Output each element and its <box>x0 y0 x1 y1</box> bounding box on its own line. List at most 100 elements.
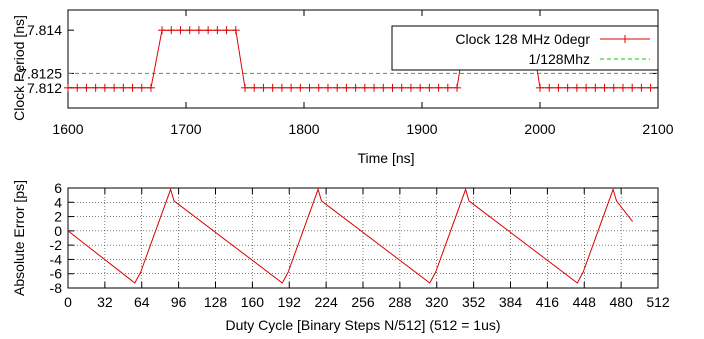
bottom-x-tick-label: 448 <box>573 294 597 310</box>
clock-period-point <box>554 83 563 92</box>
top-x-tick-label: 2100 <box>642 121 673 137</box>
bottom-y-tick-label: -4 <box>50 251 63 267</box>
bottom-y-tick-label: 4 <box>54 194 62 210</box>
top-legend: Clock 128 MHz 0degr 1/128Mhz <box>391 25 659 71</box>
clock-period-point <box>222 26 231 35</box>
clock-period-point <box>146 83 155 92</box>
clock-period-point <box>434 83 443 92</box>
clock-period-point <box>443 83 452 92</box>
bottom-grid <box>67 187 659 289</box>
top-y-tick-label: 7.814 <box>27 22 62 38</box>
bottom-x-tick-label: 384 <box>499 294 523 310</box>
bottom-x-tick-label: 352 <box>462 294 486 310</box>
clock-period-point <box>91 83 100 92</box>
clock-period-point <box>167 26 176 35</box>
clock-period-point <box>241 83 249 92</box>
clock-period-point <box>637 83 646 92</box>
legend-label-clock: Clock 128 MHz 0degr <box>455 31 590 47</box>
top-x-tick-label: 2000 <box>524 121 555 137</box>
clock-period-point <box>100 83 109 92</box>
clock-period-point <box>591 83 600 92</box>
bottom-x-tick-label: 128 <box>204 294 228 310</box>
top-y-axis-label: Clock Period [ns] <box>11 15 27 121</box>
clock-period-point <box>600 83 609 92</box>
clock-period-point <box>231 26 240 35</box>
clock-period-point <box>213 26 222 35</box>
clock-period-point <box>158 26 167 35</box>
clock-period-point <box>185 26 194 35</box>
legend-label-reference: 1/128Mhz <box>529 51 590 67</box>
clock-period-point <box>314 83 323 92</box>
clock-period-point <box>204 26 213 35</box>
top-x-ticks: 1600 1700 1800 1900 2000 2100 <box>52 10 674 137</box>
clock-period-point <box>305 83 314 92</box>
bottom-y-tick-label: 6 <box>54 180 62 196</box>
clock-period-point <box>388 83 397 92</box>
bottom-x-tick-label: 96 <box>171 294 187 310</box>
bottom-y-tick-label: -2 <box>50 237 63 253</box>
top-x-tick-label: 1900 <box>406 121 437 137</box>
clock-period-point <box>277 83 286 92</box>
clock-period-point <box>128 83 137 92</box>
bottom-x-ticks: 0 32 64 96 128 160 192 224 256 288 320 352 384 416 448… <box>64 188 670 310</box>
clock-period-point <box>545 83 554 92</box>
clock-period-point <box>259 83 268 92</box>
bottom-x-tick-label: 64 <box>134 294 150 310</box>
clock-period-point <box>618 83 627 92</box>
clock-period-point <box>379 83 388 92</box>
top-y-tick-label: 7.812 <box>27 80 62 96</box>
clock-period-point <box>425 83 434 92</box>
bottom-y-axis-label: Absolute Error [ps] <box>11 180 27 296</box>
top-legend-box <box>391 25 659 71</box>
clock-period-point <box>351 83 360 92</box>
clock-period-point <box>397 83 406 92</box>
bottom-x-tick-label: 0 <box>64 294 72 310</box>
clock-period-point <box>342 83 351 92</box>
bottom-x-tick-label: 160 <box>241 294 265 310</box>
clock-period-point <box>296 83 305 92</box>
clock-period-point <box>360 83 369 92</box>
clock-period-point <box>268 83 277 92</box>
bottom-y-tick-label: -8 <box>50 280 63 296</box>
top-x-tick-label: 1800 <box>288 121 319 137</box>
bottom-series <box>67 187 633 284</box>
bottom-x-tick-label: 480 <box>609 294 633 310</box>
clock-period-line <box>68 29 651 89</box>
clock-period-point <box>64 83 72 92</box>
clock-period-point <box>119 83 128 92</box>
clock-period-point <box>287 83 296 92</box>
clock-period-point <box>646 83 655 92</box>
clock-period-point <box>73 83 82 92</box>
bottom-x-tick-label: 416 <box>536 294 560 310</box>
top-x-tick-label: 1700 <box>170 121 201 137</box>
absolute-error-line <box>67 187 633 284</box>
clock-period-point <box>609 83 618 92</box>
top-x-tick-label: 1600 <box>52 121 83 137</box>
clock-period-point <box>370 83 379 92</box>
bottom-x-tick-label: 288 <box>388 294 412 310</box>
top-x-axis-label: Time [ns] <box>357 150 414 166</box>
clock-period-point <box>453 83 462 92</box>
bottom-x-tick-label: 256 <box>351 294 375 310</box>
clock-period-point <box>416 83 425 92</box>
clock-period-point <box>323 83 332 92</box>
bottom-x-tick-label: 32 <box>97 294 113 310</box>
clock-period-point <box>628 83 637 92</box>
clock-period-point <box>582 83 591 92</box>
clock-period-point <box>82 83 91 92</box>
clock-period-point <box>250 83 259 92</box>
clock-period-point <box>333 83 342 92</box>
clock-period-point <box>176 26 185 35</box>
bottom-y-tick-label: 2 <box>54 209 62 225</box>
legend-marker-clock <box>621 35 629 43</box>
clock-period-point <box>194 26 203 35</box>
clock-period-point <box>110 83 119 92</box>
bottom-x-axis-label: Duty Cycle [Binary Steps N/512] (512 = 1… <box>225 317 500 333</box>
bottom-y-tick-label: 0 <box>54 223 62 239</box>
bottom-x-tick-label: 224 <box>314 294 338 310</box>
bottom-y-tick-label: -6 <box>50 266 63 282</box>
